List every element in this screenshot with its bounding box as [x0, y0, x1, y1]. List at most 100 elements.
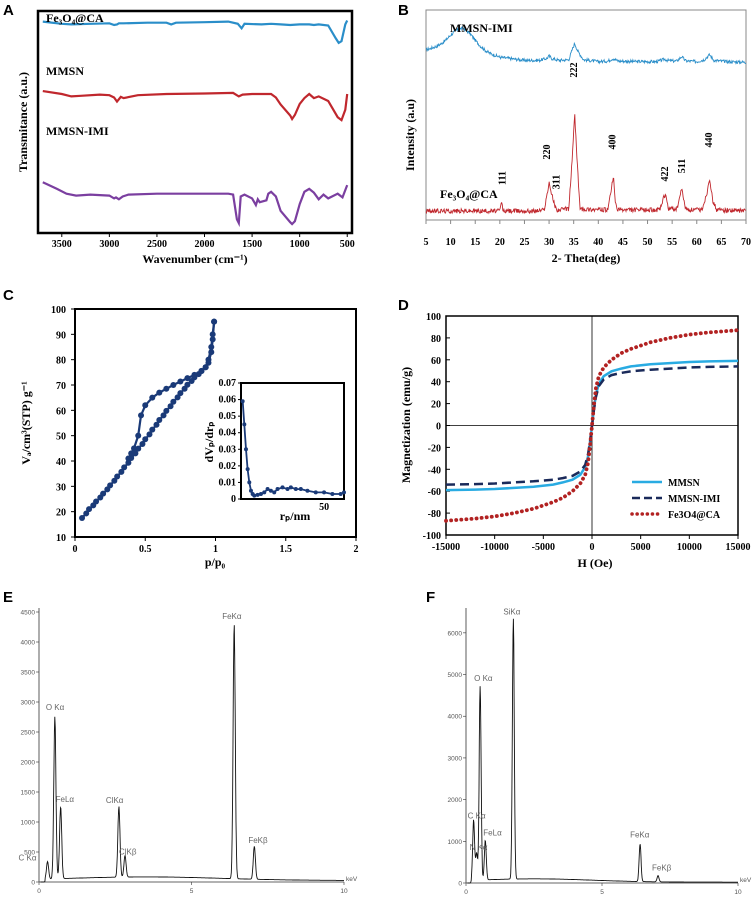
panel-c-inset-plot: 0 0.01 0.02 0.03 0.04 0.05 0.06 0.07 50 [219, 378, 346, 513]
panel-b-label-mmsn-imi: MMSN-IMI [450, 21, 513, 35]
panel-a-label-mmsn-imi: MMSN-IMI [46, 124, 109, 138]
panel-c-x-tick-label: 1.5 [280, 544, 293, 555]
panel-e-spectrum [40, 625, 344, 883]
panel-c-inset-point [247, 480, 252, 485]
panel-e-peak-label: FeKα [222, 612, 242, 621]
panel-d-x-tick-label: 5000 [631, 542, 651, 553]
panel-c-y-tick-label: 50 [56, 432, 66, 443]
panel-f-y-tick-label: 3000 [448, 755, 463, 762]
panel-label-f: F [426, 589, 435, 606]
panel-b-x-tick-label: 65 [716, 237, 726, 248]
panel-c-point-desorption [208, 344, 215, 350]
panel-d-y-tick-label: -20 [428, 443, 441, 454]
panel-d-series-fe3o4-ca [444, 328, 740, 523]
panel-d-y-tick-label: -60 [428, 487, 441, 498]
panel-b-x-ticks: 5 10 15 20 25 30 35 40 45 50 55 60 65 70 [424, 220, 751, 248]
panel-e-plot: 0 500 1000 1500 2000 2500 3000 3500 4000 4500 0 5 10… [19, 608, 358, 895]
panel-c-point-adsorption [79, 515, 86, 521]
panel-c-inset-point [248, 488, 253, 493]
panel-c-point-adsorption [139, 441, 146, 448]
panel-b-label-fe3o4: Fe₃O₄@CA [440, 187, 498, 201]
panel-e-peak-label: ClKβ [119, 847, 137, 856]
panel-b-peak-label: 400 [608, 135, 619, 150]
panel-c-y-tick-label: 40 [56, 457, 66, 468]
panel-b-x-tick-label: 15 [470, 237, 480, 248]
panel-c-inset-y-tick-label: 0 [231, 494, 236, 505]
panel-c-plot: 0 0.5 1 1.5 2 10 20 30 40 50 60 70 80 90 100 [51, 305, 359, 555]
panel-d-y-title: Magnetization (emu/g) [399, 367, 413, 483]
panel-c-point-adsorption [163, 407, 170, 414]
panel-b-x-tick-label: 40 [593, 237, 603, 248]
panel-e-peak-label: O Kα [46, 703, 65, 712]
panel-f-x-tick-label: 0 [464, 889, 468, 896]
panel-f-y-tick-label: 2000 [448, 797, 463, 804]
panel-f-peak-label: C Kα [468, 812, 486, 821]
panel-c-point-desorption [191, 371, 198, 378]
panel-f-y-tick-label: 1000 [448, 839, 463, 846]
panel-e-y-tick-label: 2000 [21, 760, 36, 767]
panel-c-series-adsorption [81, 321, 216, 519]
panel-c-point-desorption [125, 455, 132, 462]
panel-c-y-tick-label: 70 [56, 381, 66, 392]
panel-c-point-adsorption [167, 403, 174, 410]
panel-c-point-desorption [156, 389, 163, 396]
panel-c-point-desorption [209, 331, 216, 338]
panel-b-x-tick-label: 45 [618, 237, 628, 248]
panel-c-inset-point [242, 422, 247, 427]
panel-c-point-adsorption [83, 510, 90, 517]
panel-c-point-desorption [170, 382, 177, 388]
panel-b-y-title: Intensity (a.u) [403, 99, 417, 171]
panel-a-x-tick-label: 1000 [290, 239, 310, 250]
panel-d-y-tick-label: 80 [431, 334, 441, 345]
panel-c-point-adsorption [142, 436, 149, 443]
panel-d-x-tick-label: -15000 [432, 542, 460, 553]
panel-c-inset-point [272, 490, 277, 495]
panel-e-y-tick-label: 500 [24, 850, 35, 857]
panel-c-point-desorption [202, 364, 209, 371]
panel-label-e: E [3, 589, 13, 606]
panel-b-peak-labels: 111 220 311 222 400 422 511 440 [497, 63, 715, 190]
panel-a-x-ticks: 3500 3000 2500 2000 1500 1000 500 [52, 233, 355, 250]
panel-c-inset-point [322, 490, 327, 495]
panel-d-x-tick-label: 10000 [677, 542, 702, 553]
panel-a-series-mmsn-imi [42, 181, 349, 228]
panel-e-x-tick-label: 10 [340, 888, 348, 895]
panel-c-y-tick-label: 30 [56, 482, 66, 493]
panel-e-peak-label: ClKα [106, 796, 124, 805]
panel-e-y-tick-label: 4000 [21, 640, 36, 647]
panel-b-x-tick-label: 50 [643, 237, 653, 248]
panel-a-y-title: Transmitance (a.u.) [16, 72, 30, 172]
panel-c-inset-point [288, 485, 293, 490]
panel-b-x-tick-label: 5 [424, 237, 429, 248]
panel-d-x-tick-label: 0 [590, 542, 595, 553]
panel-f-peak-label: FeKβ [652, 864, 672, 873]
panel-f-y-tick-label: 5000 [448, 672, 463, 679]
panel-c-inset-x-title: rₚ/nm [280, 509, 310, 523]
panel-e-y-tick-label: 4500 [21, 610, 36, 617]
panel-c-inset-point [298, 487, 303, 492]
panel-c-inset-point [265, 487, 270, 492]
panel-c-point-desorption [128, 450, 135, 457]
legend-label-mmsn: MMSN [668, 478, 700, 489]
panel-c-point-desorption [131, 445, 138, 452]
panel-c-x-title: p/p₀ [205, 555, 226, 569]
panel-d-y-tick-label: -100 [423, 531, 441, 542]
panel-c-point-desorption [198, 368, 205, 375]
panel-b-x-tick-label: 70 [741, 237, 751, 248]
panel-e-x-tick-label: 0 [37, 888, 41, 895]
panel-c-point-desorption [211, 318, 218, 325]
panel-c-inset-point [313, 490, 318, 495]
panel-f-y-tick-label: 0 [458, 881, 462, 888]
panel-a-frame [36, 9, 354, 235]
panel-a-x-tick-label: 1500 [242, 239, 262, 250]
panel-e-peak-label: FeLα [56, 795, 75, 804]
panel-c-point-desorption [135, 432, 142, 439]
panel-c-point-adsorption [118, 468, 125, 475]
panel-b-x-tick-label: 30 [544, 237, 554, 248]
panel-a-x-tick-label: 500 [340, 239, 355, 250]
panel-c-point-adsorption [86, 506, 93, 513]
panel-b-peak-label: 311 [551, 175, 562, 189]
panel-c-inset-point [275, 487, 280, 492]
panel-c-point-desorption [142, 402, 149, 409]
panel-f-peak-label: FeLα [483, 828, 502, 837]
